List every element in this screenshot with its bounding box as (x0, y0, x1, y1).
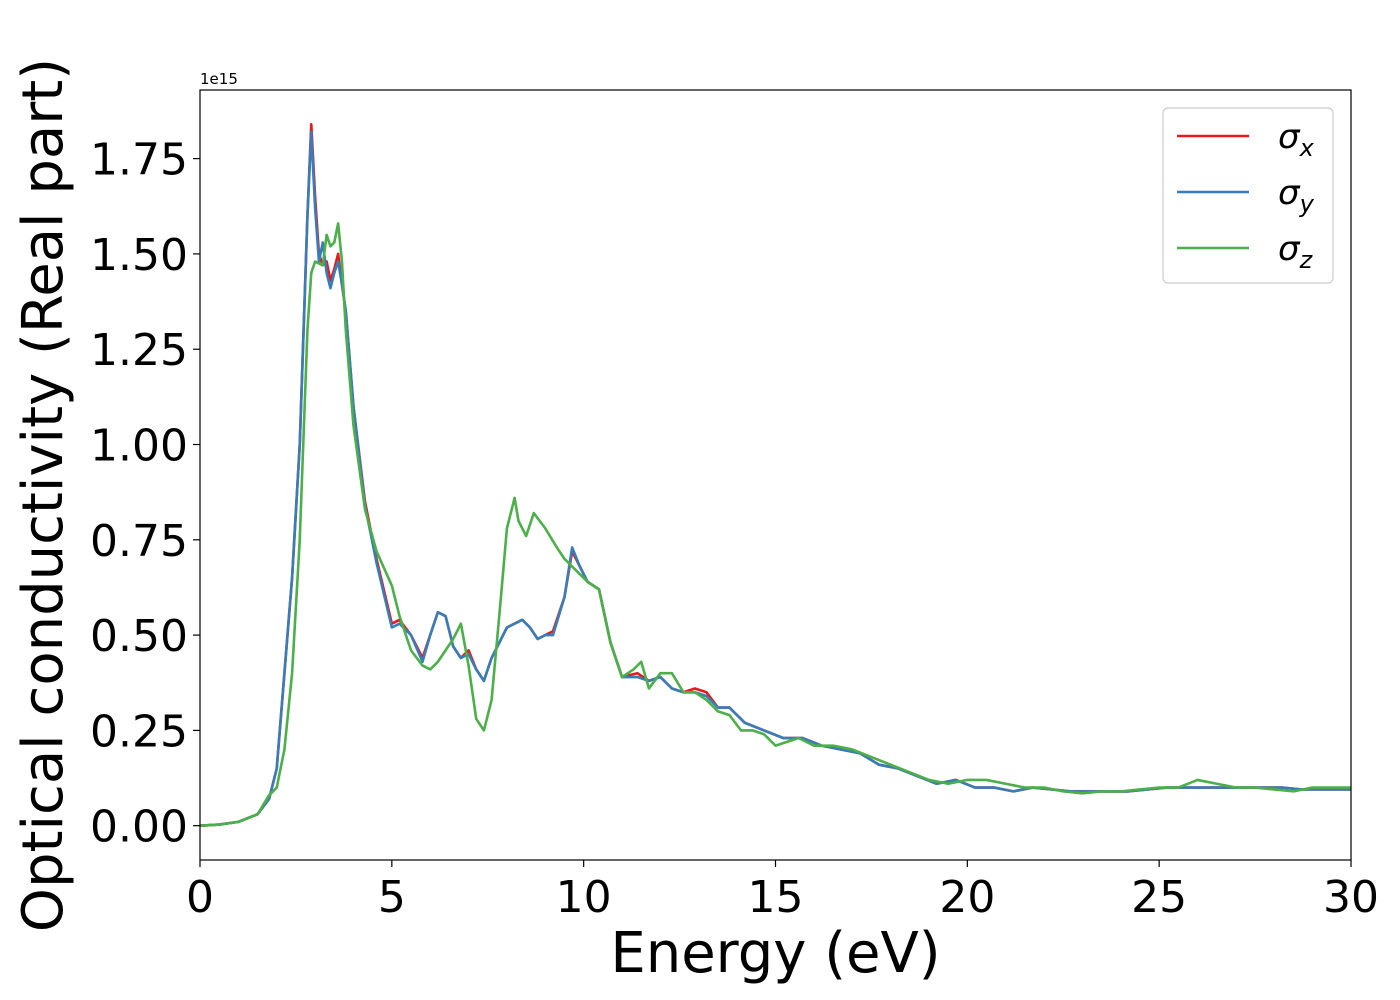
y-tick-label: 0.25 (90, 706, 188, 757)
legend: σx σy σz (1162, 107, 1334, 284)
x-tick-label: 5 (378, 872, 406, 923)
y-tick-label: 1.25 (90, 325, 188, 376)
y-offset-label: 1e15 (200, 70, 238, 88)
y-tick-label: 0.00 (90, 802, 188, 853)
series-layer (200, 123, 1351, 827)
legend-label-x: σx (1278, 117, 1315, 162)
x-tick-label: 10 (556, 872, 612, 923)
legend-box (1162, 107, 1334, 284)
y-axis-title: Optical conductivity (Real part) (11, 58, 76, 932)
series-line-z (200, 222, 1351, 827)
x-axis-title: Energy (eV) (610, 921, 940, 986)
x-tick-label: 25 (1131, 872, 1187, 923)
legend-label-z: σz (1278, 229, 1314, 274)
legend-label-y: σy (1278, 173, 1315, 218)
tick-layer: 0 5 10 15 20 25 30 0.00 0.25 0.50 0.75 1.00 1.25 1.50… (90, 135, 1379, 923)
x-tick-label: 30 (1323, 872, 1379, 923)
y-tick-label: 1.75 (90, 135, 188, 186)
y-tick-label: 0.75 (90, 516, 188, 567)
y-tick-label: 1.00 (90, 421, 188, 472)
y-tick-label: 0.50 (90, 611, 188, 662)
x-tick-label: 20 (939, 872, 995, 923)
x-tick-label: 0 (186, 872, 214, 923)
x-tick-label: 15 (748, 872, 804, 923)
y-tick-label: 1.50 (90, 230, 188, 281)
